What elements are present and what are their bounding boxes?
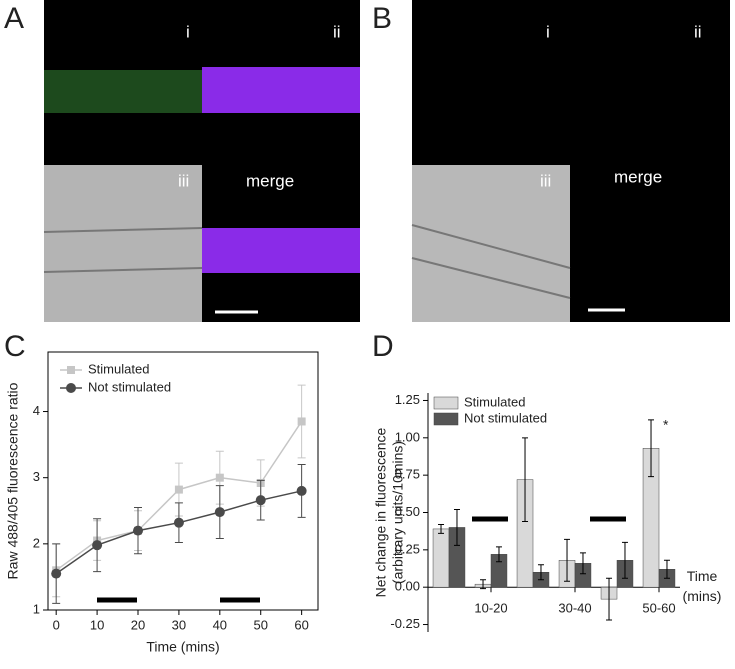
legend-label: Stimulated — [464, 394, 525, 409]
error-bar — [606, 577, 613, 621]
panel-label: C — [4, 330, 26, 363]
legend-label: Stimulated — [88, 361, 149, 376]
error-bar — [663, 559, 670, 579]
error-bar — [621, 541, 628, 579]
bar — [432, 528, 450, 588]
error-bar — [564, 538, 571, 582]
x-tick-label: 30-40 — [558, 601, 591, 616]
x-axis-label: (mins) — [683, 588, 722, 604]
marker — [296, 485, 307, 496]
legend-label: Not stimulated — [88, 379, 171, 394]
y-axis-label: Raw 488/405 fluorescence ratio — [5, 382, 21, 579]
panel-label: B — [372, 2, 392, 35]
plot-frame — [47, 351, 319, 611]
image-label: iii — [178, 171, 189, 190]
legend-marker — [66, 383, 76, 393]
legend-marker — [67, 366, 75, 374]
annotation: * — [663, 417, 669, 433]
x-tick-label: 10 — [90, 617, 104, 632]
marker — [51, 568, 62, 579]
marker — [255, 495, 266, 506]
image — [411, 224, 571, 299]
y-tick-label: 1.25 — [395, 392, 420, 407]
x-tick-label: 60 — [294, 617, 308, 632]
y-tick-label: 4 — [33, 403, 40, 418]
error-bar — [480, 579, 487, 590]
legend-label: Not stimulated — [464, 410, 547, 425]
image — [44, 70, 202, 113]
marker — [297, 417, 306, 426]
panel-label: A — [4, 2, 24, 35]
image-label: ii — [333, 22, 341, 41]
image — [412, 165, 570, 322]
y-tick-label: 0.75 — [395, 467, 420, 482]
marker — [174, 485, 183, 494]
x-axis-label: Time — [687, 568, 718, 584]
y-tick-label: -0.25 — [390, 616, 420, 631]
x-tick-label: 40 — [213, 617, 227, 632]
error-bar — [522, 437, 529, 522]
y-tick-label: 1 — [33, 601, 40, 616]
error-bar — [453, 509, 460, 546]
y-tick-label: 0.25 — [395, 541, 420, 556]
image-label: merge — [614, 167, 662, 186]
image — [202, 67, 360, 113]
error-bar — [537, 564, 544, 581]
panel-b-images — [411, 0, 730, 322]
image — [202, 228, 360, 273]
x-tick-label: 30 — [172, 617, 186, 632]
image-label: ii — [694, 22, 702, 41]
error-bar — [648, 419, 655, 478]
y-axis-label: Net change in fluorescence — [373, 427, 389, 597]
y-tick-label: 3 — [33, 469, 40, 484]
image-label: i — [186, 22, 190, 41]
image-label: merge — [246, 171, 294, 190]
panel-a-images — [43, 0, 360, 322]
x-tick-label: 10-20 — [474, 601, 507, 616]
error-bar — [579, 552, 586, 575]
y-axis-label: (arbitrary units/10mins) — [390, 441, 406, 584]
legend-swatch — [433, 412, 459, 426]
x-tick-label: 50-60 — [642, 601, 675, 616]
panel-label: D — [372, 330, 394, 363]
image — [44, 165, 202, 322]
x-tick-label: 50 — [253, 617, 267, 632]
legend-swatch — [433, 396, 459, 410]
marker — [214, 507, 225, 518]
y-tick-label: 1.00 — [395, 429, 420, 444]
marker — [92, 540, 103, 551]
y-tick-label: 2 — [33, 535, 40, 550]
error-bar — [438, 523, 445, 534]
x-axis-label: Time (mins) — [146, 639, 219, 655]
image — [43, 227, 203, 273]
error-bar — [495, 546, 502, 563]
y-tick-label: 0.50 — [395, 504, 420, 519]
image-label: iii — [540, 171, 551, 190]
y-tick-label: 0.00 — [395, 579, 420, 594]
image-label: i — [546, 22, 550, 41]
marker — [173, 517, 184, 528]
marker — [215, 473, 224, 482]
marker — [133, 525, 143, 536]
x-tick-label: 0 — [53, 617, 60, 632]
x-tick-label: 20 — [131, 617, 145, 632]
